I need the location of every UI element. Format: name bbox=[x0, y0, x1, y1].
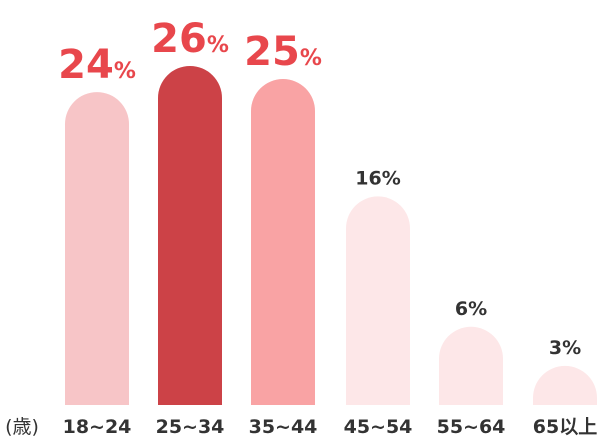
value-label: 26% bbox=[151, 16, 229, 62]
bar bbox=[158, 66, 222, 405]
x-tick-label: 55~64 bbox=[437, 416, 506, 438]
x-tick-label: 35~44 bbox=[249, 416, 318, 438]
value-number: 26 bbox=[151, 16, 207, 62]
x-tick-label: 65以上 bbox=[533, 416, 597, 438]
value-label: 6% bbox=[455, 298, 487, 320]
bar bbox=[533, 365, 597, 405]
bar bbox=[251, 79, 315, 406]
bar bbox=[65, 92, 129, 406]
x-tick-label: 18~24 bbox=[63, 416, 132, 438]
value-label: 16% bbox=[355, 167, 400, 189]
value-label: 3% bbox=[549, 337, 581, 359]
value-unit: % bbox=[207, 33, 229, 58]
value-unit: % bbox=[300, 46, 322, 71]
value-unit: % bbox=[114, 59, 136, 84]
value-number: 24 bbox=[58, 42, 114, 88]
bar bbox=[439, 326, 503, 405]
value-label: 24% bbox=[58, 42, 136, 88]
x-tick-label: 45~54 bbox=[344, 416, 413, 438]
bar bbox=[346, 196, 410, 405]
value-number: 25 bbox=[244, 29, 300, 75]
value-label: 25% bbox=[244, 29, 322, 75]
x-tick-label: 25~34 bbox=[156, 416, 225, 438]
x-axis-label: (歳) bbox=[5, 416, 39, 438]
